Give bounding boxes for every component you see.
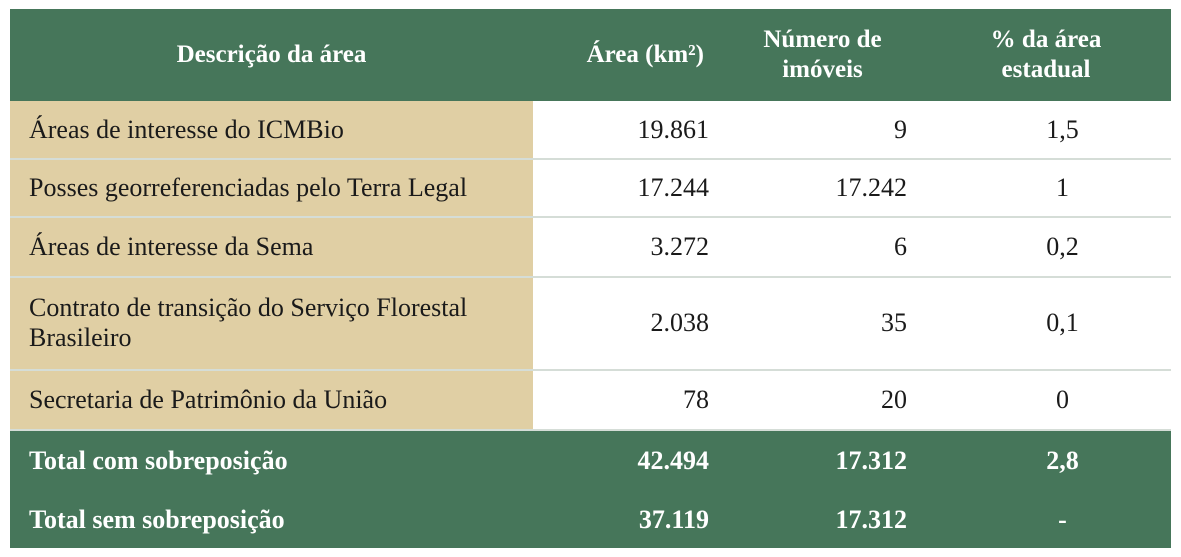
- area-table: Descrição da área Área (km²) Número de i…: [10, 9, 1171, 548]
- row-percent: 0,2: [921, 217, 1171, 279]
- table-row: Áreas de interesse da Sema 3.272 6 0,2: [10, 217, 1171, 279]
- header-description: Descrição da área: [176, 41, 367, 68]
- header-row: Descrição da área Área (km²) Número de i…: [10, 9, 1171, 101]
- total-properties: 17.312: [724, 429, 921, 492]
- row-area: 17.244: [533, 159, 724, 219]
- total-percent: -: [921, 491, 1171, 548]
- row-description: Áreas de interesse do ICMBio: [10, 101, 533, 161]
- total-area: 37.119: [533, 491, 724, 548]
- row-area: 3.272: [533, 217, 724, 279]
- row-description: Secretaria de Patrimônio da União: [10, 369, 533, 431]
- row-properties: 9: [724, 101, 921, 161]
- row-area: 78: [533, 369, 724, 431]
- row-properties: 35: [724, 277, 921, 371]
- table-row: Secretaria de Patrimônio da União 78 20 …: [10, 369, 1171, 431]
- total-row-with-overlap: Total com sobreposição 42.494 17.312 2,8: [10, 429, 1171, 492]
- row-area: 19.861: [533, 101, 724, 161]
- row-area: 2.038: [533, 277, 724, 371]
- total-properties: 17.312: [724, 491, 921, 548]
- row-properties: 17.242: [724, 159, 921, 219]
- row-percent: 0,1: [921, 277, 1171, 371]
- row-description: Áreas de interesse da Sema: [10, 217, 533, 279]
- table-row: Contrato de transição do Serviço Florest…: [10, 277, 1171, 371]
- total-description: Total com sobreposição: [10, 429, 533, 492]
- row-percent: 1,5: [921, 101, 1171, 161]
- row-description: Contrato de transição do Serviço Florest…: [10, 277, 533, 371]
- row-percent: 1: [921, 159, 1171, 219]
- header-area: Área (km²): [586, 41, 704, 68]
- table-header: Descrição da área Área (km²) Número de i…: [10, 9, 1171, 101]
- table-body: Áreas de interesse do ICMBio 19.861 9 1,…: [10, 101, 1171, 548]
- header-properties-label: Número de imóveis: [763, 26, 882, 83]
- row-percent: 0: [921, 369, 1171, 431]
- area-table-container: Descrição da área Área (km²) Número de i…: [10, 9, 1171, 548]
- total-description: Total sem sobreposição: [10, 491, 533, 548]
- row-properties: 6: [724, 217, 921, 279]
- table-row: Áreas de interesse do ICMBio 19.861 9 1,…: [10, 101, 1171, 161]
- row-description: Posses georreferenciadas pelo Terra Lega…: [10, 159, 533, 219]
- total-area: 42.494: [533, 429, 724, 492]
- total-percent: 2,8: [921, 429, 1171, 492]
- header-percent-label: % da área estadual: [990, 26, 1102, 83]
- row-properties: 20: [724, 369, 921, 431]
- table-row: Posses georreferenciadas pelo Terra Lega…: [10, 159, 1171, 219]
- header-percent: % da área estadual: [921, 9, 1171, 101]
- header-properties: Número de imóveis: [724, 9, 921, 101]
- total-row-without-overlap: Total sem sobreposição 37.119 17.312 -: [10, 491, 1171, 548]
